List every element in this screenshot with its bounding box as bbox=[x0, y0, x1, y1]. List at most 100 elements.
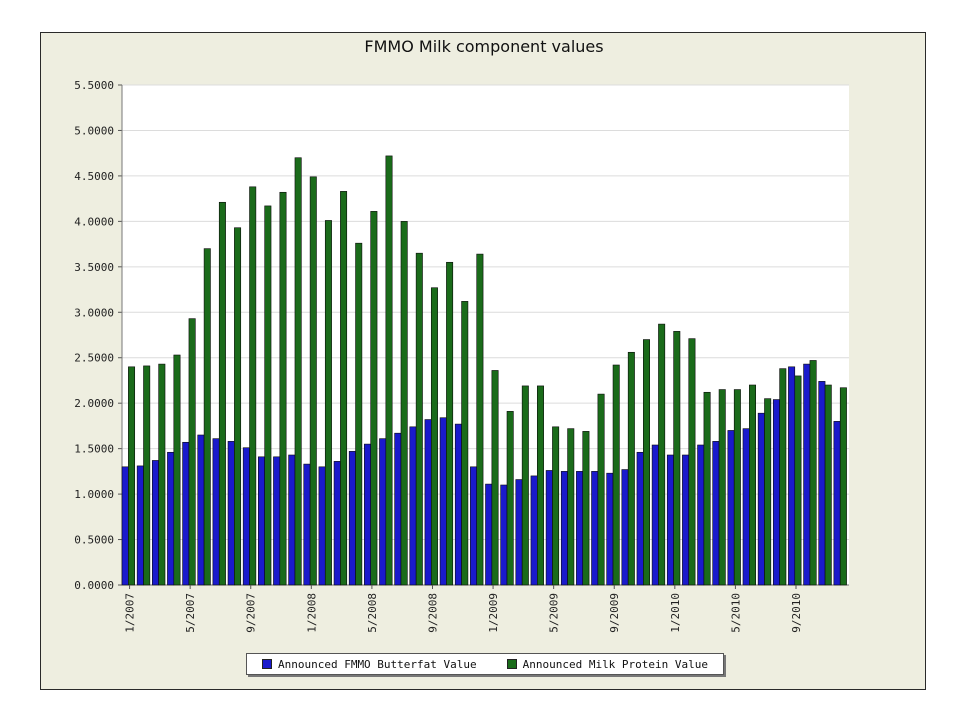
bar-butterfat bbox=[591, 471, 599, 586]
bar-protein bbox=[158, 363, 166, 586]
bar-protein bbox=[476, 253, 484, 586]
bar-protein bbox=[340, 191, 348, 586]
bar-butterfat bbox=[136, 465, 144, 586]
x-tick-label: 5/2008 bbox=[366, 593, 379, 633]
bar-protein bbox=[536, 385, 544, 586]
bar-butterfat bbox=[121, 466, 129, 586]
bar-protein bbox=[567, 428, 575, 586]
bar-protein bbox=[506, 411, 514, 586]
bar-butterfat bbox=[833, 421, 841, 586]
bar-butterfat bbox=[485, 483, 493, 586]
y-tick-label: 4.5000 bbox=[74, 170, 114, 183]
legend-swatch-protein bbox=[506, 659, 517, 669]
bar-protein bbox=[203, 248, 211, 586]
bar-butterfat bbox=[666, 454, 674, 586]
bar-protein bbox=[718, 389, 726, 586]
y-tick-label: 0.0000 bbox=[74, 579, 114, 592]
bar-protein bbox=[173, 354, 181, 586]
bar-protein bbox=[688, 338, 696, 586]
bar-butterfat bbox=[500, 484, 508, 586]
bar-protein bbox=[521, 385, 529, 586]
bar-protein bbox=[400, 221, 408, 586]
bar-protein bbox=[279, 191, 287, 586]
bar-butterfat bbox=[167, 451, 175, 586]
bar-butterfat bbox=[788, 366, 796, 586]
bar-butterfat bbox=[242, 447, 250, 586]
bar-protein bbox=[597, 393, 605, 586]
x-tick-label: 9/2010 bbox=[790, 593, 803, 633]
bar-protein bbox=[733, 389, 741, 586]
legend-entry-protein: Announced Milk Protein Value bbox=[506, 657, 709, 671]
bar-protein bbox=[324, 220, 332, 586]
bar-protein bbox=[764, 398, 772, 586]
legend-label-butterfat: Announced FMMO Butterfat Value bbox=[277, 657, 477, 671]
bar-butterfat bbox=[560, 471, 568, 586]
x-tick-label: 1/2010 bbox=[669, 593, 682, 633]
bar-protein bbox=[370, 211, 378, 586]
y-tick-label: 0.5000 bbox=[74, 534, 114, 547]
y-tick-label: 1.0000 bbox=[74, 488, 114, 501]
bar-butterfat bbox=[273, 456, 281, 586]
y-tick-label: 3.0000 bbox=[74, 306, 114, 319]
bar-protein bbox=[188, 318, 196, 586]
y-tick-label: 5.5000 bbox=[74, 79, 114, 92]
bar-butterfat bbox=[227, 441, 235, 586]
x-tick-label: 1/2007 bbox=[124, 593, 137, 633]
legend-label-protein: Announced Milk Protein Value bbox=[522, 657, 709, 671]
y-tick-label: 5.0000 bbox=[74, 124, 114, 137]
bar-butterfat bbox=[470, 466, 478, 586]
bar-protein bbox=[249, 186, 257, 586]
bar-protein bbox=[643, 339, 650, 586]
bar-butterfat bbox=[394, 432, 402, 586]
bar-protein bbox=[461, 301, 469, 586]
bar-butterfat bbox=[182, 441, 190, 586]
bar-butterfat bbox=[621, 469, 629, 586]
bar-protein bbox=[294, 157, 302, 586]
bar-protein bbox=[143, 365, 151, 586]
bar-protein bbox=[839, 387, 847, 586]
bar-butterfat bbox=[439, 417, 447, 586]
y-tick-label: 2.0000 bbox=[74, 397, 114, 410]
bar-butterfat bbox=[682, 454, 690, 586]
y-tick-label: 3.5000 bbox=[74, 261, 114, 274]
x-tick-label: 1/2009 bbox=[487, 593, 500, 633]
bar-butterfat bbox=[757, 412, 765, 586]
bar-butterfat bbox=[364, 443, 371, 586]
y-tick-label: 1.5000 bbox=[74, 443, 114, 456]
bar-protein bbox=[355, 242, 363, 586]
bar-protein bbox=[673, 331, 681, 586]
y-tick-label: 4.0000 bbox=[74, 215, 114, 228]
bar-butterfat bbox=[651, 444, 659, 586]
legend-swatch-butterfat bbox=[261, 659, 272, 669]
bar-butterfat bbox=[333, 461, 341, 586]
bar-butterfat bbox=[288, 454, 296, 586]
bar-butterfat bbox=[803, 363, 811, 586]
bar-butterfat bbox=[606, 472, 614, 586]
bar-butterfat bbox=[727, 430, 735, 586]
x-tick-label: 5/2009 bbox=[548, 593, 561, 633]
bar-butterfat bbox=[303, 463, 311, 586]
chart-title: FMMO Milk component values bbox=[364, 37, 604, 56]
bar-butterfat bbox=[197, 434, 205, 586]
bar-protein bbox=[309, 176, 317, 586]
bar-protein bbox=[658, 323, 666, 586]
bar-protein bbox=[430, 287, 438, 586]
bar-butterfat bbox=[379, 438, 387, 586]
bar-butterfat bbox=[424, 419, 432, 586]
chart-plot: 0.0000 0.5000 1.0000 1.5000 2.0000 2.5000 3.00… bbox=[74, 79, 849, 633]
bar-protein bbox=[218, 201, 226, 586]
bar-butterfat bbox=[818, 381, 826, 586]
bar-butterfat bbox=[318, 466, 326, 586]
bar-protein bbox=[794, 375, 802, 586]
bar-protein bbox=[234, 227, 242, 586]
bar-butterfat bbox=[545, 470, 553, 586]
bar-butterfat bbox=[151, 460, 159, 586]
x-tick-label: 9/2008 bbox=[426, 593, 439, 633]
x-tick-label: 1/2008 bbox=[305, 593, 318, 633]
bar-protein bbox=[264, 205, 272, 586]
bar-protein bbox=[627, 351, 635, 586]
chart-legend: Announced FMMO Butterfat Value Announced… bbox=[246, 653, 724, 675]
bar-protein bbox=[612, 364, 620, 586]
bar-protein bbox=[779, 368, 787, 586]
chart-frame: FMMO Milk component values 0.0000 0.5000 1… bbox=[40, 32, 926, 690]
